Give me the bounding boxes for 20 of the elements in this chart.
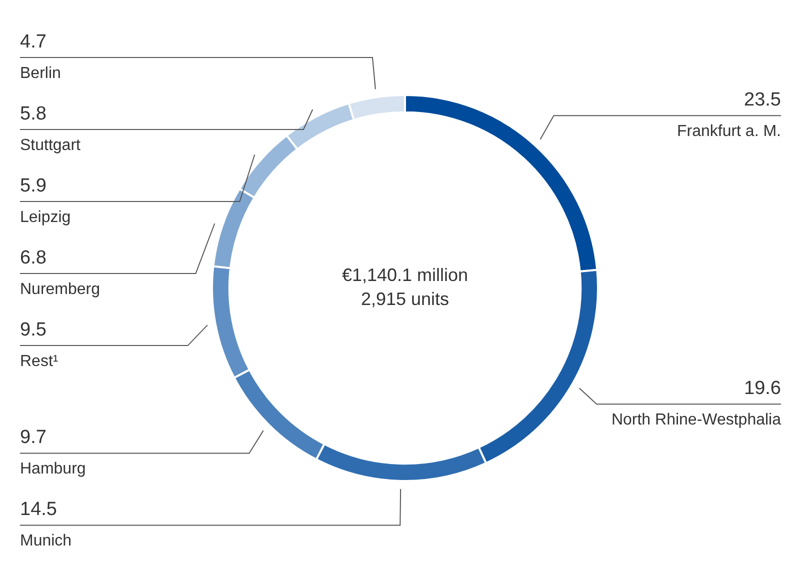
data-label: 9.7 bbox=[20, 427, 46, 448]
data-label: 4.7 bbox=[20, 31, 46, 52]
data-label: 6.8 bbox=[20, 247, 46, 268]
data-label: 23.5 bbox=[744, 89, 781, 110]
data-label: 5.8 bbox=[20, 103, 46, 124]
text: 2,915 units bbox=[360, 288, 450, 309]
slice-label: Leipzig bbox=[20, 208, 71, 226]
slice-label: Berlin bbox=[20, 64, 61, 82]
slice-label: North Rhine-Westphalia bbox=[611, 411, 782, 428]
slice-label: Munich bbox=[20, 532, 72, 550]
data-label: 19.6 bbox=[744, 378, 781, 399]
slice-label: Nuremberg bbox=[20, 280, 100, 298]
data-label: 5.9 bbox=[20, 175, 46, 196]
slice-label: Rest¹ bbox=[20, 352, 58, 370]
text: €1,140.1 million bbox=[342, 264, 468, 285]
data-label: 9.5 bbox=[20, 319, 46, 340]
slice-label: Frankfurt a. M. bbox=[676, 123, 781, 140]
slice-label: Stuttgart bbox=[20, 136, 82, 154]
data-label: 14.5 bbox=[20, 499, 57, 520]
slice-label: Hamburg bbox=[20, 460, 86, 478]
